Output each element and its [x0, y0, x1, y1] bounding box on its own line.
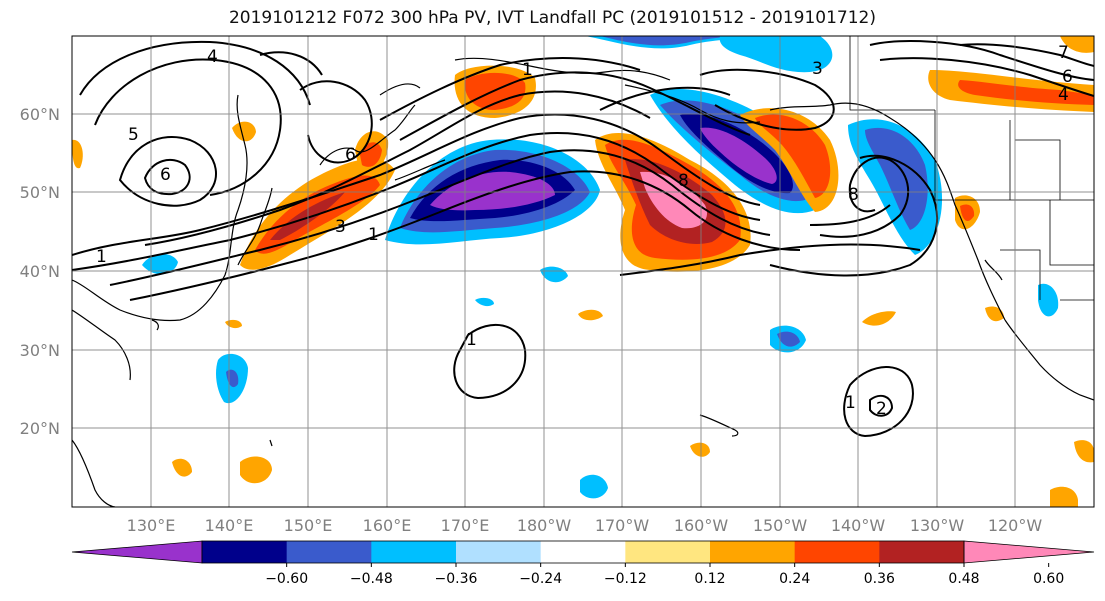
- contour-label: 3: [812, 59, 823, 79]
- colorbar-tick-label: −0.12: [604, 571, 647, 587]
- colorbar: −0.60 −0.48 −0.36 −0.24 −0.12 0.12 0.24 0.36 0.4…: [71, 540, 1095, 587]
- colorbar-tick-label: 0.36: [864, 571, 895, 587]
- colorbar-tick-label: 0.60: [1033, 571, 1064, 587]
- contour-label: 4: [1058, 85, 1069, 105]
- lon-label: 180°W: [517, 516, 572, 535]
- gridlines: [72, 36, 1094, 507]
- colorbar-frame: [201, 540, 965, 564]
- colorbar-segment: [202, 541, 288, 563]
- colorbar-segment: [456, 541, 542, 563]
- contour-label: 1: [466, 330, 477, 350]
- lat-label: 20°N: [20, 419, 60, 438]
- lon-label: 150°E: [284, 516, 333, 535]
- longitude-labels: 130°E 140°E 150°E 160°E 170°E 180°W 170°…: [127, 516, 1043, 535]
- contour-label: 1: [845, 393, 856, 413]
- contour-label: 6: [345, 145, 356, 165]
- colorbar-segment: [286, 541, 372, 563]
- contour-label: 7: [1058, 43, 1069, 63]
- colorbar-tick-label: 0.48: [948, 571, 979, 587]
- lon-label: 160°E: [363, 516, 412, 535]
- lon-label: 170°E: [441, 516, 490, 535]
- colorbar-tick-label: −0.60: [265, 571, 308, 587]
- colorbar-tick-label: 0.12: [694, 571, 725, 587]
- lon-label: 120°W: [988, 516, 1043, 535]
- contour-labels: 4 5 6 6 1 3 1 1 8 3 8 7 6 4 1 1 2: [96, 43, 1073, 419]
- contour-label: 1: [368, 225, 379, 245]
- contour-label: 5: [128, 125, 139, 145]
- contour-label: 1: [96, 247, 107, 267]
- colorbar-segment: [371, 541, 457, 563]
- lat-label: 50°N: [20, 183, 60, 202]
- lon-label: 170°W: [595, 516, 650, 535]
- colorbar-tick-label: 0.24: [779, 571, 810, 587]
- contour-label: 8: [848, 185, 859, 205]
- colorbar-tick-label: −0.36: [435, 571, 478, 587]
- colorbar-segment: [625, 541, 711, 563]
- contour-label: 2: [876, 399, 887, 419]
- lon-label: 140°E: [205, 516, 254, 535]
- plot-frame: [71, 35, 1095, 508]
- lat-label: 30°N: [20, 341, 60, 360]
- colorbar-segment: [879, 541, 965, 563]
- colorbar-segment: [710, 541, 796, 563]
- contour-label: 8: [678, 171, 689, 191]
- contour-label: 6: [160, 165, 171, 185]
- lat-label: 40°N: [20, 262, 60, 281]
- borders: [849, 36, 1094, 301]
- lon-label: 130°W: [910, 516, 965, 535]
- colorbar-tick-label: −0.48: [350, 571, 393, 587]
- contour-label: 4: [207, 47, 218, 67]
- contour-label: 6: [1062, 67, 1073, 87]
- contour-label: 3: [335, 217, 346, 237]
- pv-contours: [72, 40, 1094, 438]
- lat-label: 60°N: [20, 105, 60, 124]
- colorbar-tick-label: −0.24: [519, 571, 562, 587]
- colorbar-segment: [540, 541, 626, 563]
- lon-label: 150°W: [753, 516, 808, 535]
- latitude-labels: 60°N 50°N 40°N 30°N 20°N: [20, 105, 60, 438]
- map-title: 2019101212 F072 300 hPa PV, IVT Landfall…: [228, 8, 876, 28]
- lon-label: 130°E: [127, 516, 176, 535]
- colorbar-segment: [794, 541, 880, 563]
- lon-label: 160°W: [674, 516, 729, 535]
- colorbar-extend-max: [963, 540, 1095, 564]
- contour-label: 1: [522, 60, 533, 80]
- colorbar-extend-min: [71, 540, 203, 564]
- lon-label: 140°W: [831, 516, 886, 535]
